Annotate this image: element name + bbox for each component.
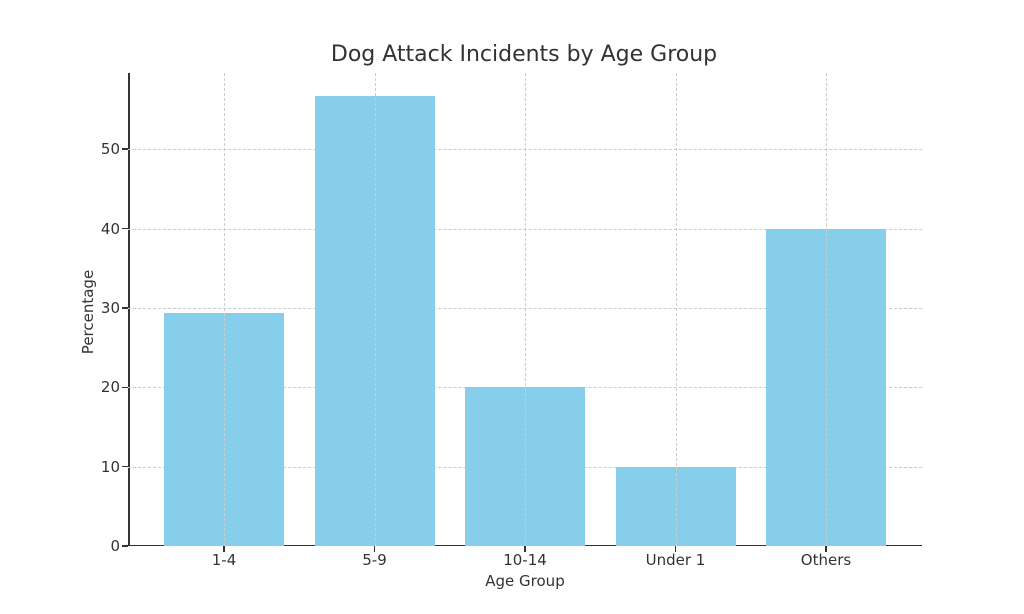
y-tick-mark [122, 386, 128, 389]
y-tick-label: 30 [100, 298, 120, 317]
y-tick-mark [122, 307, 128, 309]
plot-area: 0 10 20 30 40 50 1-4 5-9 10-14 Under 1 Others [101, 73, 922, 569]
x-tick-mark [223, 546, 225, 552]
v-gridline [525, 73, 526, 546]
y-tick-mark [122, 465, 128, 468]
v-gridline [374, 73, 376, 546]
y-tick-label: 50 [100, 140, 120, 159]
x-tick-label: 10-14 [503, 551, 547, 569]
x-tick-label: 1-4 [211, 551, 237, 569]
x-tick-label: Under 1 [645, 551, 706, 569]
y-tick-label: 0 [110, 537, 120, 555]
y-tick-mark [122, 227, 128, 230]
v-gridline [224, 73, 225, 546]
x-tick-mark [825, 546, 827, 552]
x-axis-label: Age Group [485, 572, 565, 590]
y-tick-mark [122, 545, 128, 547]
y-tick-label: 10 [100, 457, 120, 476]
x-tick-mark [524, 546, 526, 552]
x-tick-label: 5-9 [362, 551, 387, 569]
y-axis-line [128, 73, 130, 546]
y-axis-label: Percentage [79, 269, 97, 355]
v-gridline [675, 73, 677, 546]
y-tick-label: 40 [100, 219, 120, 238]
y-tick-label: 20 [100, 378, 120, 397]
x-tick-label: Others [800, 551, 852, 569]
chart-title: Dog Attack Incidents by Age Group [330, 42, 718, 67]
x-tick-mark [674, 546, 677, 552]
v-gridline [826, 73, 827, 546]
y-tick-mark [122, 148, 128, 150]
x-tick-mark [373, 546, 376, 552]
